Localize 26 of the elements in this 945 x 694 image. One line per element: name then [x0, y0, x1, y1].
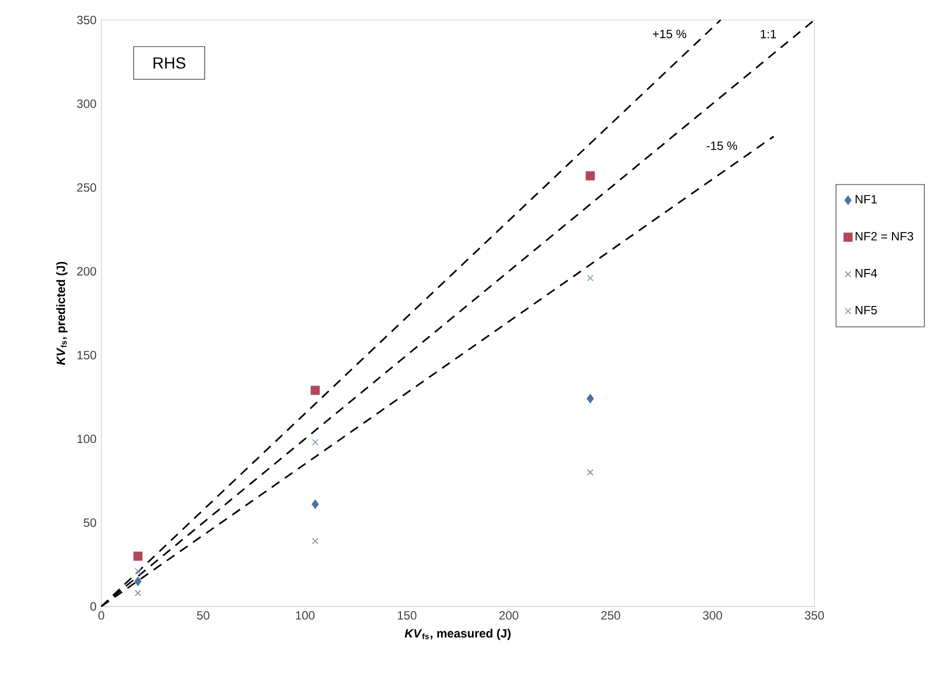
- x-axis-title: KV$_{fs}$, measured (J): [404, 628, 511, 640]
- series-label: 1:1: [760, 30, 776, 38]
- y-tick-label: 350: [77, 16, 96, 24]
- legend-label: NF4: [856, 268, 878, 278]
- y-tick-label: 200: [77, 266, 96, 276]
- x-tick-label: 300: [702, 610, 722, 620]
- x-tick-label: 100: [296, 610, 315, 620]
- y-axis-title: KV$_{fs}$, predicted (J): [56, 262, 68, 365]
- x-tick-label: 0: [98, 610, 104, 620]
- y-tick-label: 150: [78, 350, 96, 360]
- x-tick-label: 350: [804, 610, 824, 620]
- y-tick-label: 0: [90, 602, 96, 610]
- y-tick-label: 50: [84, 518, 96, 527]
- y-tick-label: 300: [77, 99, 96, 108]
- y-tick-label: 100: [78, 434, 96, 443]
- x-tick-label: 150: [398, 610, 416, 620]
- annotation: RHS: [154, 57, 186, 68]
- legend-label: NF5: [856, 306, 877, 314]
- x-tick-label: 50: [196, 610, 210, 620]
- x-tick-label: 250: [601, 610, 620, 620]
- series-label: +15 %: [652, 30, 686, 38]
- legend-label: NF2 = NF3: [856, 232, 914, 240]
- series-label: -15 %: [706, 141, 738, 150]
- x-tick-label: 200: [499, 610, 518, 620]
- y-tick-label: 250: [77, 183, 96, 192]
- legend-label: NF1: [856, 194, 877, 204]
